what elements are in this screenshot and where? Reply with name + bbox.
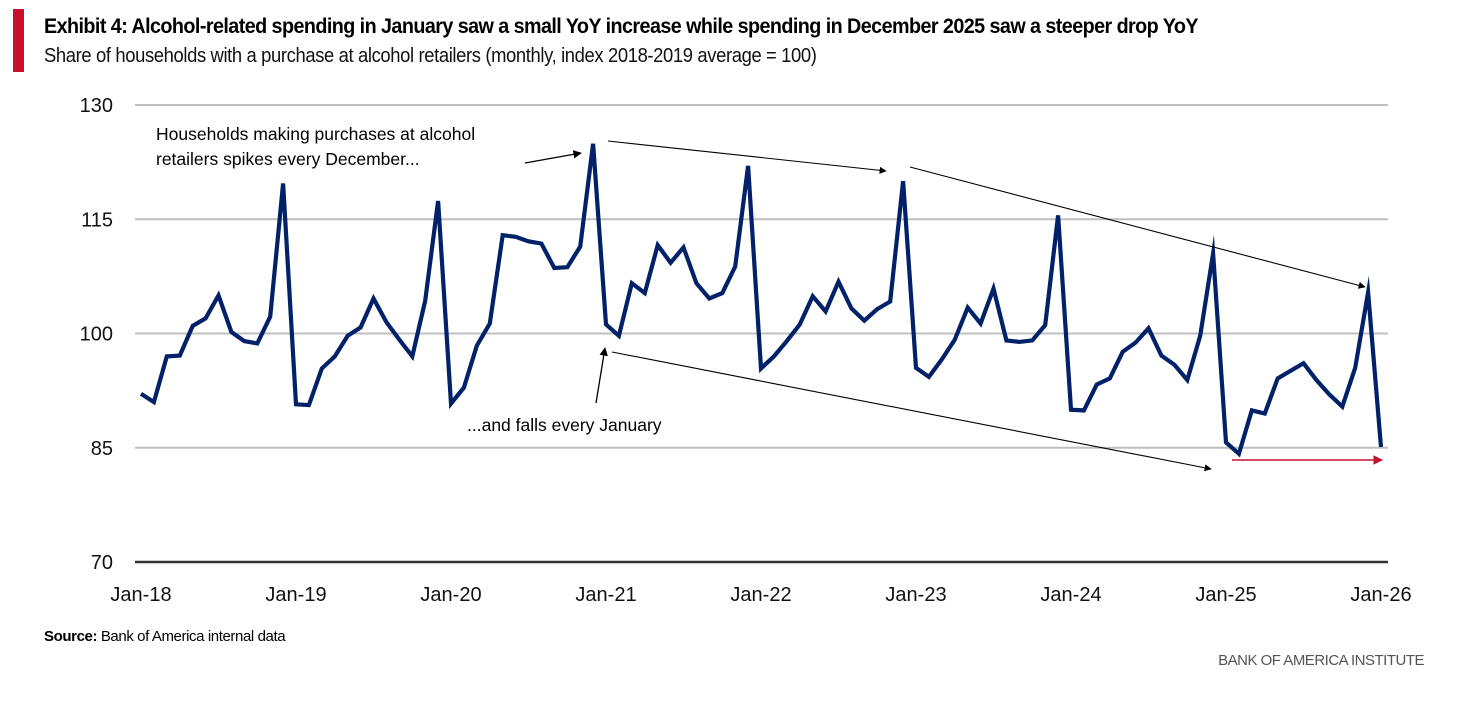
arrow-dec-trend-1 bbox=[607, 140, 887, 174]
arrow-jan-trend bbox=[611, 351, 1212, 472]
series-layer bbox=[139, 143, 1384, 458]
x-tick-label: Jan-24 bbox=[1040, 584, 1101, 606]
chart-title: Exhibit 4: Alcohol-related spending in J… bbox=[44, 15, 1199, 38]
source-note: Source: Bank of America internal data bbox=[44, 628, 286, 645]
arrow-to-dec20-peak bbox=[524, 150, 582, 164]
arrow-dec-trend-2 bbox=[909, 166, 1366, 289]
x-tick-label: Jan-20 bbox=[420, 584, 481, 606]
x-tick-label: Jan-21 bbox=[575, 584, 636, 606]
x-tick-label: Jan-19 bbox=[265, 584, 326, 606]
y-axis-ticks: 70 85 100 115 130 bbox=[80, 95, 113, 574]
x-tick-label: Jan-22 bbox=[730, 584, 791, 606]
source-label: Source: bbox=[44, 628, 98, 645]
series-line bbox=[139, 143, 1384, 458]
y-tick-label: 100 bbox=[80, 324, 113, 346]
source-text: Bank of America internal data bbox=[97, 628, 286, 645]
x-axis-ticks: Jan-18 Jan-19 Jan-20 Jan-21 Jan-22 Jan-23 Jan-… bbox=[110, 584, 1411, 606]
brand-footer: BANK OF AMERICA INSTITUTE bbox=[1218, 652, 1424, 669]
gridlines bbox=[135, 104, 1388, 564]
x-tick-label: Jan-25 bbox=[1195, 584, 1256, 606]
chart-subtitle: Share of households with a purchase at a… bbox=[44, 45, 817, 67]
arrow-to-jan21-trough bbox=[595, 347, 608, 404]
annotation-december-line-2: retailers spikes every December... bbox=[156, 149, 420, 169]
y-tick-label: 115 bbox=[81, 209, 113, 231]
y-tick-label: 85 bbox=[91, 438, 113, 460]
y-tick-label: 70 bbox=[91, 552, 113, 574]
accent-bar bbox=[13, 9, 24, 72]
x-tick-label: Jan-23 bbox=[885, 584, 946, 606]
annotation-january: ...and falls every January bbox=[467, 415, 662, 435]
y-tick-label: 130 bbox=[80, 95, 113, 117]
annotations-layer: Households making purchases at alcohol r… bbox=[156, 124, 1383, 472]
x-tick-label: Jan-26 bbox=[1350, 584, 1411, 606]
x-tick-label: Jan-18 bbox=[110, 584, 171, 606]
annotation-december-line-1: Households making purchases at alcohol bbox=[156, 124, 475, 144]
